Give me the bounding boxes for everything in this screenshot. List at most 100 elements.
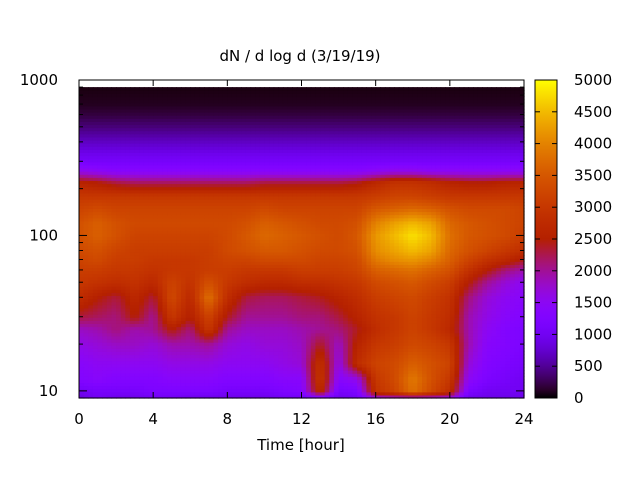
- heatmap-cell: [449, 254, 456, 259]
- heatmap-cell: [435, 394, 442, 399]
- heatmap-cell: [491, 279, 497, 284]
- heatmap-cell: [218, 301, 224, 306]
- heatmap-cell: [143, 354, 150, 359]
- heatmap-cell: [102, 357, 108, 362]
- heatmap-cell: [380, 394, 386, 399]
- heatmap-cell: [162, 360, 168, 365]
- heatmap-cell: [116, 295, 122, 300]
- heatmap-cell: [204, 351, 210, 356]
- heatmap-cell: [296, 366, 303, 371]
- heatmap-cell: [129, 286, 136, 290]
- heatmap-cell: [449, 314, 456, 318]
- heatmap-cell: [199, 310, 205, 315]
- heatmap-cell: [92, 251, 99, 256]
- heatmap-cell: [352, 254, 358, 259]
- heatmap-cell: [129, 304, 136, 309]
- heatmap-cell: [435, 267, 442, 272]
- heatmap-cell: [380, 385, 386, 390]
- heatmap-cell: [171, 345, 177, 349]
- heatmap-cell: [259, 314, 266, 318]
- heatmap-cell: [394, 379, 400, 384]
- heatmap-cell: [357, 254, 363, 259]
- heatmap-cell: [486, 298, 493, 303]
- heatmap-cell: [486, 388, 493, 393]
- heatmap-cell: [162, 382, 168, 387]
- heatmap-cell: [116, 273, 122, 278]
- heatmap-cell: [343, 338, 349, 343]
- heatmap-cell: [106, 342, 113, 346]
- heatmap-cell: [180, 270, 187, 275]
- heatmap-cell: [231, 273, 238, 278]
- heatmap-cell: [435, 338, 442, 343]
- heatmap-cell: [264, 351, 270, 356]
- heatmap-cell: [116, 363, 122, 368]
- heatmap-cell: [88, 370, 94, 374]
- heatmap-cell: [83, 258, 89, 262]
- heatmap-cell: [445, 304, 451, 309]
- heatmap-cell: [218, 345, 224, 349]
- heatmap-cell: [218, 326, 224, 331]
- heatmap-cell: [435, 323, 442, 328]
- heatmap-cell: [398, 366, 405, 371]
- heatmap-cell: [505, 282, 511, 287]
- heatmap-cell: [106, 286, 113, 290]
- heatmap-cell: [194, 363, 201, 368]
- heatmap-cell: [500, 270, 507, 275]
- heatmap-cell: [491, 320, 497, 324]
- heatmap-cell: [180, 366, 187, 371]
- heatmap-cell: [459, 295, 465, 300]
- heatmap-cell: [384, 320, 391, 324]
- heatmap-cell: [445, 376, 451, 380]
- heatmap-cell: [375, 345, 381, 349]
- heatmap-cell: [171, 366, 177, 371]
- heatmap-cell: [375, 301, 381, 306]
- heatmap-cell: [500, 376, 507, 380]
- heatmap-cell: [213, 261, 219, 265]
- heatmap-cell: [204, 326, 210, 331]
- heatmap-cell: [491, 354, 497, 359]
- heatmap-cell: [473, 385, 479, 390]
- heatmap-cell: [236, 363, 242, 368]
- heatmap-cell: [324, 276, 330, 281]
- heatmap-cell: [505, 351, 511, 356]
- heatmap-cell: [412, 354, 418, 359]
- heatmap-cell: [92, 326, 99, 331]
- heatmap-cell: [185, 286, 191, 290]
- heatmap-cell: [278, 385, 284, 390]
- heatmap-cell: [301, 338, 307, 343]
- heatmap-cell: [245, 391, 252, 396]
- heatmap-cell: [236, 251, 242, 256]
- heatmap-cell: [241, 376, 247, 380]
- heatmap-cell: [125, 279, 131, 284]
- heatmap-cell: [92, 370, 99, 374]
- heatmap-cell: [208, 245, 215, 250]
- heatmap-cell: [157, 385, 164, 390]
- heatmap-cell: [241, 254, 247, 259]
- heatmap-cell: [394, 357, 400, 362]
- heatmap-cell: [380, 338, 386, 343]
- heatmap-cell: [176, 326, 182, 331]
- heatmap-cell: [343, 357, 349, 362]
- heatmap-cell: [338, 304, 344, 309]
- heatmap-cell: [250, 304, 256, 309]
- heatmap-cell: [125, 307, 131, 312]
- heatmap-cell: [129, 310, 136, 315]
- heatmap-cell: [431, 261, 437, 265]
- heatmap-cell: [459, 335, 465, 340]
- heatmap-cell: [134, 370, 140, 374]
- heatmap-cell: [162, 329, 168, 334]
- heatmap-cell: [329, 382, 335, 387]
- heatmap-cell: [176, 282, 182, 287]
- heatmap-cell: [473, 354, 479, 359]
- heatmap-cell: [320, 279, 326, 284]
- heatmap-cell: [422, 351, 428, 356]
- heatmap-cell: [143, 258, 150, 262]
- heatmap-cell: [222, 317, 228, 321]
- heatmap-cell: [162, 348, 168, 352]
- heatmap-cell: [185, 282, 191, 287]
- heatmap-cell: [371, 385, 377, 390]
- heatmap-cell: [394, 304, 400, 309]
- heatmap-cell: [357, 335, 363, 340]
- heatmap-cell: [417, 248, 423, 253]
- heatmap-cell: [292, 264, 298, 269]
